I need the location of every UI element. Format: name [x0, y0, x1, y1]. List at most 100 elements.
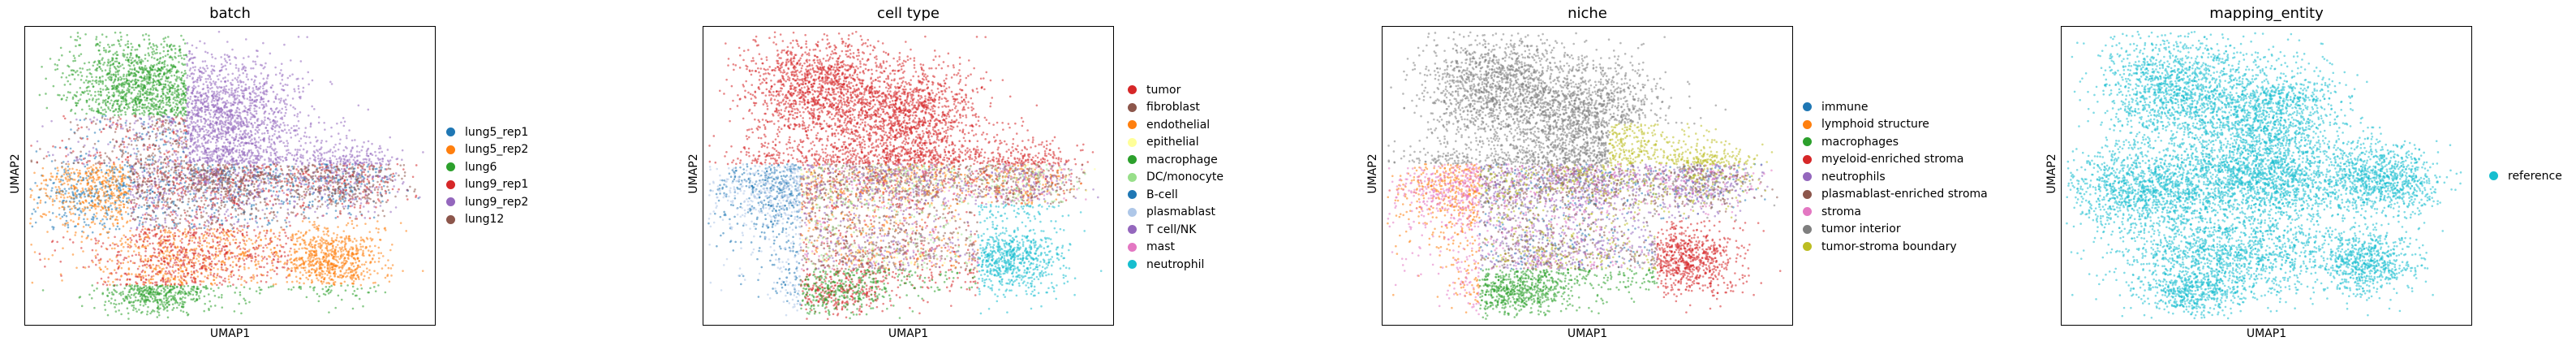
data-point: [176, 99, 178, 102]
data-point: [322, 255, 325, 258]
data-point: [144, 284, 148, 287]
data-point: [196, 254, 199, 257]
data-point: [164, 59, 166, 63]
data-point: [108, 292, 111, 294]
data-point: [138, 66, 141, 68]
data-point: [256, 274, 259, 277]
data-point: [290, 288, 293, 291]
data-point: [368, 253, 371, 257]
data-point: [319, 274, 321, 276]
data-point: [269, 222, 271, 225]
data-point: [245, 240, 248, 242]
data-point: [381, 267, 384, 270]
data-point: [363, 274, 366, 278]
data-point: [156, 316, 159, 318]
data-point: [319, 239, 322, 241]
data-point: [141, 93, 144, 96]
data-point: [150, 64, 153, 67]
data-point: [41, 166, 45, 170]
data-point: [148, 38, 151, 41]
data-point: [218, 243, 221, 246]
data-point: [124, 150, 127, 153]
data-point: [67, 222, 69, 224]
data-point: [120, 192, 123, 195]
data-point: [183, 70, 187, 72]
data-point: [84, 223, 88, 227]
data-point: [168, 97, 171, 101]
data-point: [290, 253, 293, 257]
data-point: [162, 87, 165, 90]
data-point: [39, 201, 42, 204]
data-point: [68, 50, 71, 54]
data-point: [346, 284, 349, 287]
data-point: [106, 267, 109, 270]
data-point: [375, 227, 378, 230]
data-point: [385, 192, 387, 195]
data-point: [128, 56, 131, 58]
data-point: [171, 303, 174, 306]
data-point: [179, 51, 182, 54]
data-point: [33, 171, 36, 175]
data-point: [114, 127, 118, 131]
data-point: [137, 95, 140, 98]
data-point: [138, 235, 141, 238]
data-point: [390, 274, 393, 277]
data-point: [326, 263, 329, 266]
data-point: [48, 210, 51, 214]
data-point: [348, 235, 350, 238]
data-point: [59, 196, 62, 199]
data-point: [104, 281, 107, 283]
data-point: [229, 241, 231, 244]
data-point: [196, 227, 198, 230]
data-point: [145, 163, 148, 166]
data-point: [234, 238, 238, 241]
data-point: [121, 242, 123, 245]
data-point: [312, 256, 315, 259]
data-point: [299, 258, 301, 261]
data-point: [141, 34, 144, 37]
data-point: [142, 274, 144, 278]
data-point: [67, 162, 70, 166]
data-point: [333, 257, 336, 261]
data-point: [94, 68, 97, 71]
data-point: [80, 71, 82, 74]
data-point: [207, 234, 210, 237]
data-point: [158, 81, 161, 84]
data-point: [286, 193, 290, 197]
data-point: [89, 196, 92, 199]
data-point: [84, 199, 87, 202]
data-point: [75, 91, 79, 93]
data-point: [90, 176, 92, 179]
data-point: [88, 61, 91, 64]
data-point: [235, 264, 238, 267]
data-point: [198, 297, 201, 300]
data-point: [101, 69, 104, 72]
data-point: [205, 241, 209, 244]
data-point: [381, 166, 383, 169]
data-point: [174, 292, 177, 294]
data-point: [359, 243, 362, 245]
data-point: [215, 250, 217, 253]
data-point: [162, 37, 165, 41]
data-point: [120, 201, 123, 204]
data-point: [312, 200, 314, 203]
data-point: [250, 205, 253, 208]
data-point: [54, 186, 58, 188]
data-point: [45, 214, 48, 217]
data-point: [357, 276, 359, 279]
data-point: [239, 257, 241, 260]
data-point: [148, 43, 151, 45]
data-point: [91, 231, 94, 234]
data-point: [143, 110, 145, 112]
data-point: [164, 83, 167, 86]
data-point: [372, 282, 375, 284]
data-point: [237, 269, 240, 271]
data-point: [237, 218, 240, 221]
data-point: [305, 296, 308, 299]
data-point: [143, 96, 146, 99]
data-point: [131, 45, 134, 49]
data-point: [174, 89, 177, 93]
data-point: [123, 287, 127, 290]
data-point: [114, 303, 118, 306]
data-point: [61, 215, 64, 218]
